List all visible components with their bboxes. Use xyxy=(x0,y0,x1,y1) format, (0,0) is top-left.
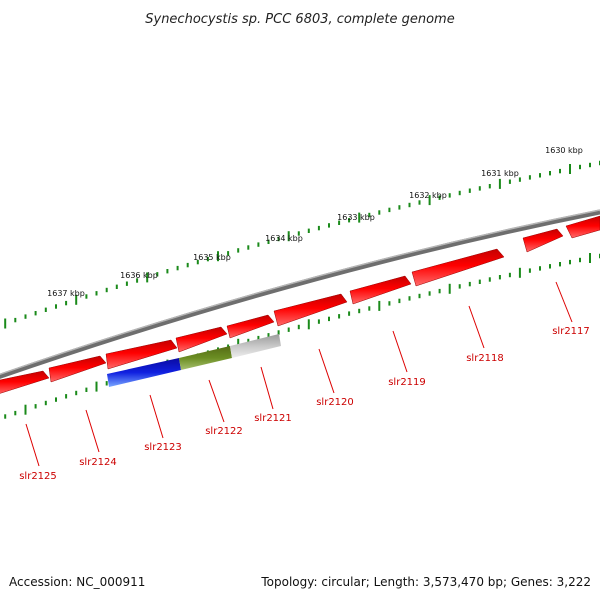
scale-label-1634kbp: 1634 kbp xyxy=(265,234,303,243)
gene-labels: slr2117 slr2118 slr2119 slr2120 slr2121 … xyxy=(19,326,590,482)
gene-label-slr2117[interactable]: slr2117 xyxy=(552,326,590,337)
gene-label-slr2121[interactable]: slr2121 xyxy=(254,413,292,424)
scale-labels: 1630 kbp 1631 kbp 1632 kbp 1633 kbp 1634… xyxy=(47,146,583,298)
domain-track xyxy=(107,334,281,387)
scale-label-1637kbp: 1637 kbp xyxy=(47,289,85,298)
domain-blue[interactable] xyxy=(107,358,181,387)
upper-scale-ticks xyxy=(4,160,600,329)
gene-arrow-slr2124[interactable] xyxy=(48,355,107,383)
lower-scale-ticks xyxy=(4,253,600,419)
gene-arrow-slr2122[interactable] xyxy=(175,326,228,353)
gene-label-slr2122[interactable]: slr2122 xyxy=(205,426,243,437)
scale-label-1630kbp: 1630 kbp xyxy=(545,146,583,155)
gene-leader-lines xyxy=(25,281,573,467)
gene-arrow-slr2125[interactable] xyxy=(0,370,50,395)
domain-green[interactable] xyxy=(179,346,232,370)
topology-text: Topology: circular; Length: 3,573,470 bp… xyxy=(260,575,591,589)
gene-arrow-slr2123[interactable] xyxy=(105,339,178,370)
gene-arrow-slr2120[interactable] xyxy=(273,293,348,327)
genome-backbone xyxy=(0,209,600,379)
gene-arrow-slr2117[interactable] xyxy=(522,228,564,253)
gene-arrow-slr2121[interactable] xyxy=(226,314,275,339)
gene-label-slr2119[interactable]: slr2119 xyxy=(388,377,426,388)
gene-features xyxy=(0,215,600,395)
gene-label-slr2118[interactable]: slr2118 xyxy=(466,353,504,364)
scale-label-1631kbp: 1631 kbp xyxy=(481,169,519,178)
gene-arrow-offscreen[interactable] xyxy=(565,215,600,239)
gene-label-slr2124[interactable]: slr2124 xyxy=(79,457,117,468)
gene-arrow-slr2119[interactable] xyxy=(349,275,412,305)
map-title: Synechocystis sp. PCC 6803, complete gen… xyxy=(145,12,454,27)
scale-label-1633kbp: 1633 kbp xyxy=(337,213,375,222)
gene-label-slr2120[interactable]: slr2120 xyxy=(316,397,354,408)
scale-label-1632kbp: 1632 kbp xyxy=(409,191,447,200)
gene-label-slr2123[interactable]: slr2123 xyxy=(144,442,182,453)
scale-label-1635kbp: 1635 kbp xyxy=(193,253,231,262)
scale-label-1636kbp: 1636 kbp xyxy=(120,271,158,280)
accession-text: Accession: NC_000911 xyxy=(9,575,145,589)
gene-arrow-slr2118[interactable] xyxy=(411,248,505,287)
gene-label-slr2125[interactable]: slr2125 xyxy=(19,471,57,482)
domain-gray[interactable] xyxy=(230,334,281,358)
